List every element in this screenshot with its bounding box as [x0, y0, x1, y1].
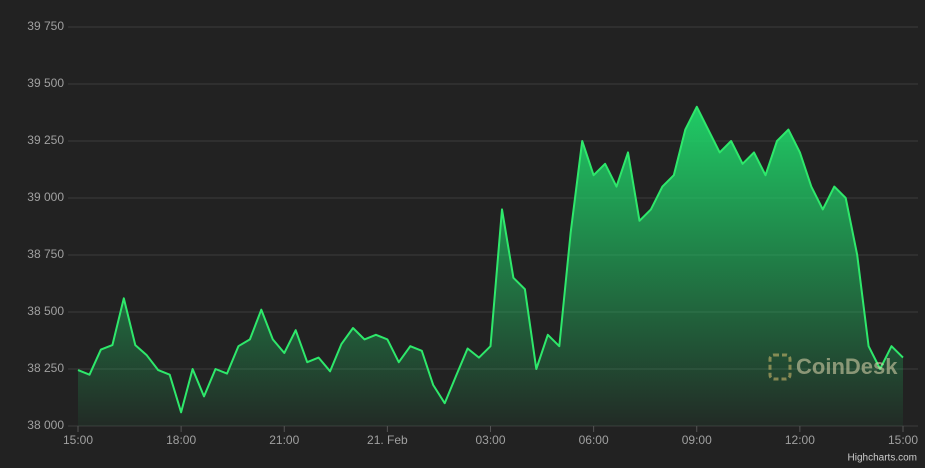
y-tick-label: 39 250: [27, 133, 64, 147]
price-line: [77, 105, 904, 414]
y-tick-label: 39 500: [27, 76, 64, 90]
y-tick-label: 38 500: [27, 304, 64, 318]
y-tick-label: 39 000: [27, 190, 64, 204]
y-tick-label: 38 000: [27, 418, 64, 432]
credits: Highcharts.com: [848, 453, 917, 464]
y-tick-label: 38 750: [27, 247, 64, 261]
x-tick-label: 03:00: [475, 433, 505, 447]
area-fill: [78, 106, 903, 427]
x-tick-label: 12:00: [785, 433, 815, 447]
y-tick-label: 39 750: [27, 19, 64, 33]
watermark-icon: [768, 353, 792, 381]
x-tick-label: 21. Feb: [367, 433, 408, 447]
x-tick-label: 06:00: [579, 433, 609, 447]
watermark: CoinDesk: [796, 354, 898, 379]
x-tick-label: 15:00: [888, 433, 918, 447]
x-tick-label: 15:00: [63, 433, 93, 447]
x-tick-label: 09:00: [682, 433, 712, 447]
x-tick-label: 21:00: [269, 433, 299, 447]
x-tick-label: 18:00: [166, 433, 196, 447]
watermark-group: CoinDesk: [768, 353, 898, 381]
y-tick-label: 38 250: [27, 361, 64, 375]
